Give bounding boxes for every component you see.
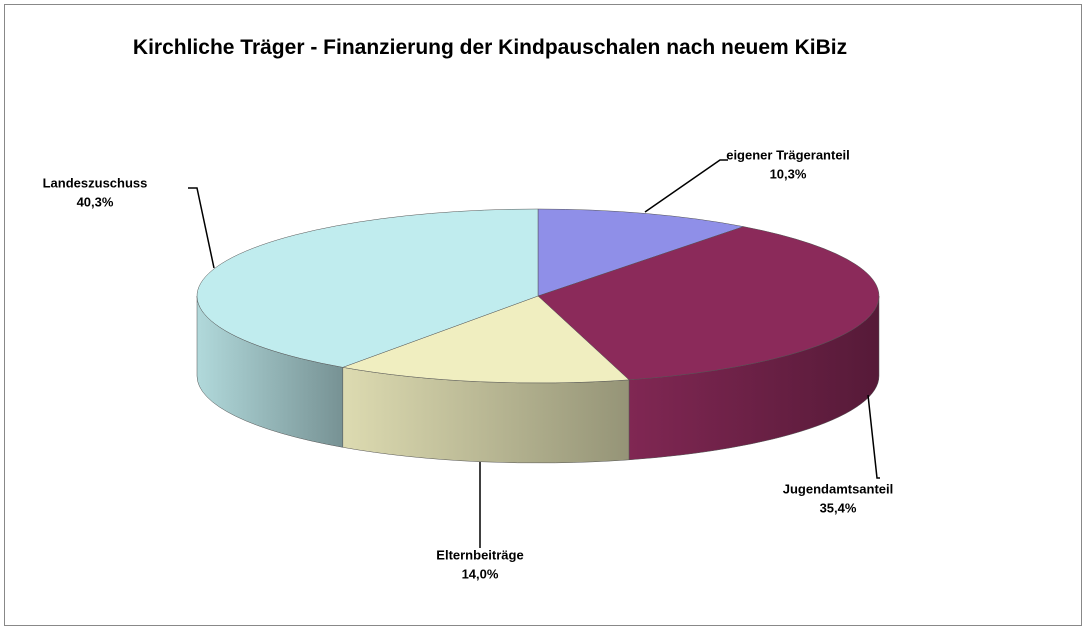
slice-label: Jugendamtsanteil [783,481,894,496]
leader-line [188,187,215,269]
leader-line [644,159,728,213]
slice-label: Elternbeiträge [436,547,523,562]
pie-slice [341,295,630,384]
slice-label: eigener Trägeranteil [726,147,850,162]
chart-title: Kirchliche Träger - Finanzierung der Kin… [132,36,848,59]
leader-line [867,394,880,479]
slice-value-label: 35,4% [820,500,857,515]
chart-frame [4,4,1082,626]
slice-value-label: 10,3% [770,166,807,181]
pie-slice [537,208,745,297]
pie-slice [537,226,880,381]
slice-value-label: 14,0% [462,566,499,581]
pie-slice [196,208,539,368]
slice-label: Landeszuschuss [43,175,148,190]
slice-value-label: 40,3% [77,194,114,209]
